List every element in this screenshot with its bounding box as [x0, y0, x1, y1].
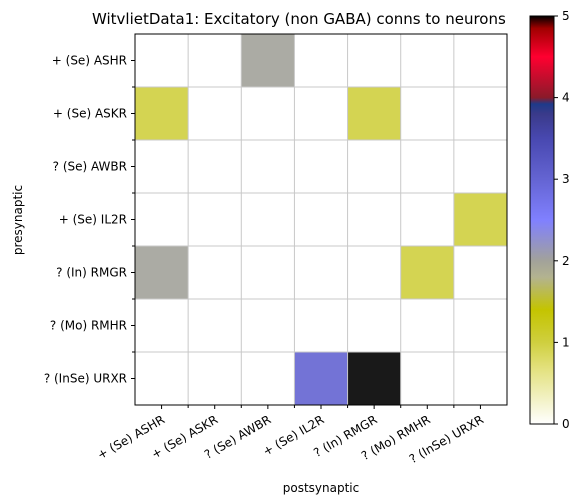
heatmap-cell [135, 87, 188, 140]
heatmap-cell [241, 87, 294, 140]
heatmap-cell [348, 352, 401, 405]
colorbar: 0 1 2 3 4 5 [530, 9, 570, 431]
heatmap-cell [188, 140, 241, 193]
colorbar-tick-label: 4 [562, 91, 570, 105]
chart-title: WitvlietData1: Excitatory (non GABA) con… [92, 10, 506, 28]
colorbar-gradient [530, 16, 554, 424]
heatmap-cell [135, 352, 188, 405]
heatmap-cell [294, 352, 347, 405]
heatmap-cell [135, 246, 188, 299]
heatmap-cell [188, 193, 241, 246]
heatmap-cell [454, 34, 507, 87]
heatmap-cells [135, 34, 507, 405]
y-tick-label: ? (InSe) URXR [44, 372, 127, 386]
heatmap-cell [241, 140, 294, 193]
heatmap-cell [241, 193, 294, 246]
heatmap-cell [401, 87, 454, 140]
heatmap-cell [401, 193, 454, 246]
heatmap-cell [401, 140, 454, 193]
heatmap-cell [241, 246, 294, 299]
heatmap-cell [348, 140, 401, 193]
colorbar-ticks: 0 1 2 3 4 5 [554, 9, 570, 431]
heatmap-cell [241, 34, 294, 87]
heatmap-cell [188, 34, 241, 87]
heatmap-cell [348, 193, 401, 246]
y-tick-label: ? (In) RMGR [56, 266, 127, 280]
heatmap-cell [241, 352, 294, 405]
x-axis-ticks: + (Se) ASHR+ (Se) ASKR? (Se) AWBR+ (Se) … [95, 405, 486, 466]
heatmap-cell [294, 246, 347, 299]
heatmap-cell [135, 193, 188, 246]
heatmap-cell [294, 34, 347, 87]
heatmap-cell [401, 34, 454, 87]
heatmap-cell [401, 352, 454, 405]
colorbar-tick-label: 2 [562, 254, 570, 268]
heatmap-cell [135, 299, 188, 352]
heatmap-cell [348, 87, 401, 140]
y-tick-label: ? (Mo) RMHR [50, 319, 127, 333]
heatmap-cell [294, 299, 347, 352]
heatmap-cell [454, 246, 507, 299]
heatmap-cell [454, 193, 507, 246]
colorbar-tick-label: 0 [562, 417, 570, 431]
heatmap-cell [454, 87, 507, 140]
heatmap-cell [294, 193, 347, 246]
heatmap-cell [348, 246, 401, 299]
colorbar-tick-label: 5 [562, 9, 570, 23]
y-axis-label: presynaptic [11, 185, 25, 255]
heatmap-cell [188, 299, 241, 352]
heatmap-cell [454, 352, 507, 405]
colorbar-tick-label: 1 [562, 335, 570, 349]
heatmap-cell [188, 87, 241, 140]
heatmap-cell [454, 299, 507, 352]
colorbar-tick-label: 3 [562, 172, 570, 186]
heatmap-cell [135, 34, 188, 87]
x-axis-label: postsynaptic [283, 481, 359, 495]
heatmap-cell [241, 299, 294, 352]
y-axis-ticks: + (Se) ASHR + (Se) ASKR ? (Se) AWBR + (Se) … [44, 54, 135, 386]
heatmap-cell [294, 87, 347, 140]
heatmap-cell [348, 299, 401, 352]
y-tick-label: + (Se) ASKR [53, 107, 127, 121]
heatmap-cell [188, 246, 241, 299]
heatmap-cell [454, 140, 507, 193]
heatmap-cell [294, 140, 347, 193]
y-tick-label: ? (Se) AWBR [53, 160, 127, 174]
y-tick-label: + (Se) IL2R [59, 213, 127, 227]
y-tick-label: + (Se) ASHR [52, 54, 127, 68]
heatmap-cell [135, 140, 188, 193]
heatmap-cell [401, 299, 454, 352]
heatmap-cell [188, 352, 241, 405]
heatmap-cell [401, 246, 454, 299]
heatmap-cell [348, 34, 401, 87]
